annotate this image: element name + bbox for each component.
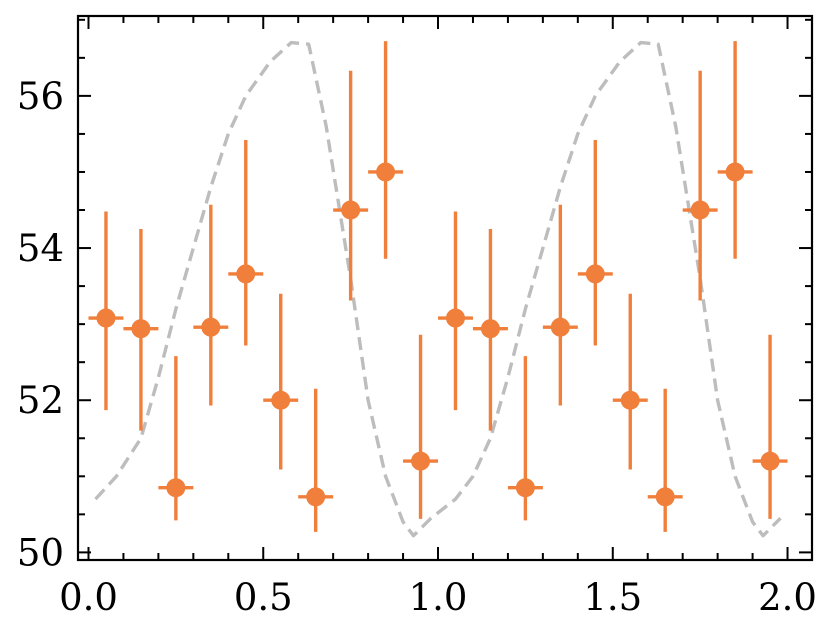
point-marker <box>655 487 675 507</box>
data-point <box>472 229 508 431</box>
point-marker <box>96 308 116 328</box>
x-tick-label: 1.0 <box>409 576 468 619</box>
data-point <box>507 356 543 521</box>
axes: 0.0 0.5 1.0 1.5 2.0 50 52 54 56 <box>17 14 817 619</box>
point-marker <box>515 478 535 498</box>
x-tick-label: 0.0 <box>59 576 118 619</box>
point-marker <box>585 264 605 284</box>
data-point <box>333 70 369 301</box>
tick-marks <box>78 16 812 560</box>
point-marker <box>620 390 640 410</box>
point-marker <box>411 451 431 471</box>
plot-frame <box>76 14 814 562</box>
data-point <box>682 70 718 301</box>
data-point <box>88 211 124 411</box>
point-marker <box>480 319 500 339</box>
point-marker <box>306 487 326 507</box>
data-point <box>403 334 439 519</box>
x-tick-label: 1.5 <box>583 576 642 619</box>
point-marker <box>341 200 361 220</box>
data-point <box>123 229 159 431</box>
point-marker <box>690 200 710 220</box>
y-tick-label: 52 <box>17 379 64 422</box>
data-point <box>612 293 648 470</box>
point-marker <box>131 319 151 339</box>
point-marker <box>445 308 465 328</box>
x-tick-label: 2.0 <box>758 576 817 619</box>
x-tick-label: 0.5 <box>234 576 293 619</box>
point-marker <box>725 162 745 182</box>
data-point <box>193 204 229 406</box>
data-point <box>752 334 788 519</box>
data-point <box>647 388 683 532</box>
data-point <box>263 293 299 470</box>
point-marker <box>236 264 256 284</box>
point-marker <box>166 478 186 498</box>
data-point <box>438 211 473 411</box>
point-marker <box>271 390 291 410</box>
y-tick-label: 50 <box>17 531 64 574</box>
data-point <box>717 41 753 259</box>
data-point <box>158 356 194 521</box>
model-line <box>94 40 782 538</box>
data-point <box>577 140 613 346</box>
tick-labels: 0.0 0.5 1.0 1.5 2.0 50 52 54 56 <box>17 75 817 619</box>
point-marker <box>376 162 396 182</box>
y-tick-label: 56 <box>17 75 64 118</box>
data-point <box>542 204 578 406</box>
point-marker <box>760 451 780 471</box>
data-point <box>298 388 334 532</box>
data-point <box>228 140 264 346</box>
point-marker <box>550 317 570 337</box>
data-point <box>368 41 404 259</box>
point-marker <box>201 317 221 337</box>
y-tick-label: 54 <box>17 227 64 270</box>
model-line-layer <box>94 40 782 538</box>
errorbar-points-layer <box>88 41 788 532</box>
